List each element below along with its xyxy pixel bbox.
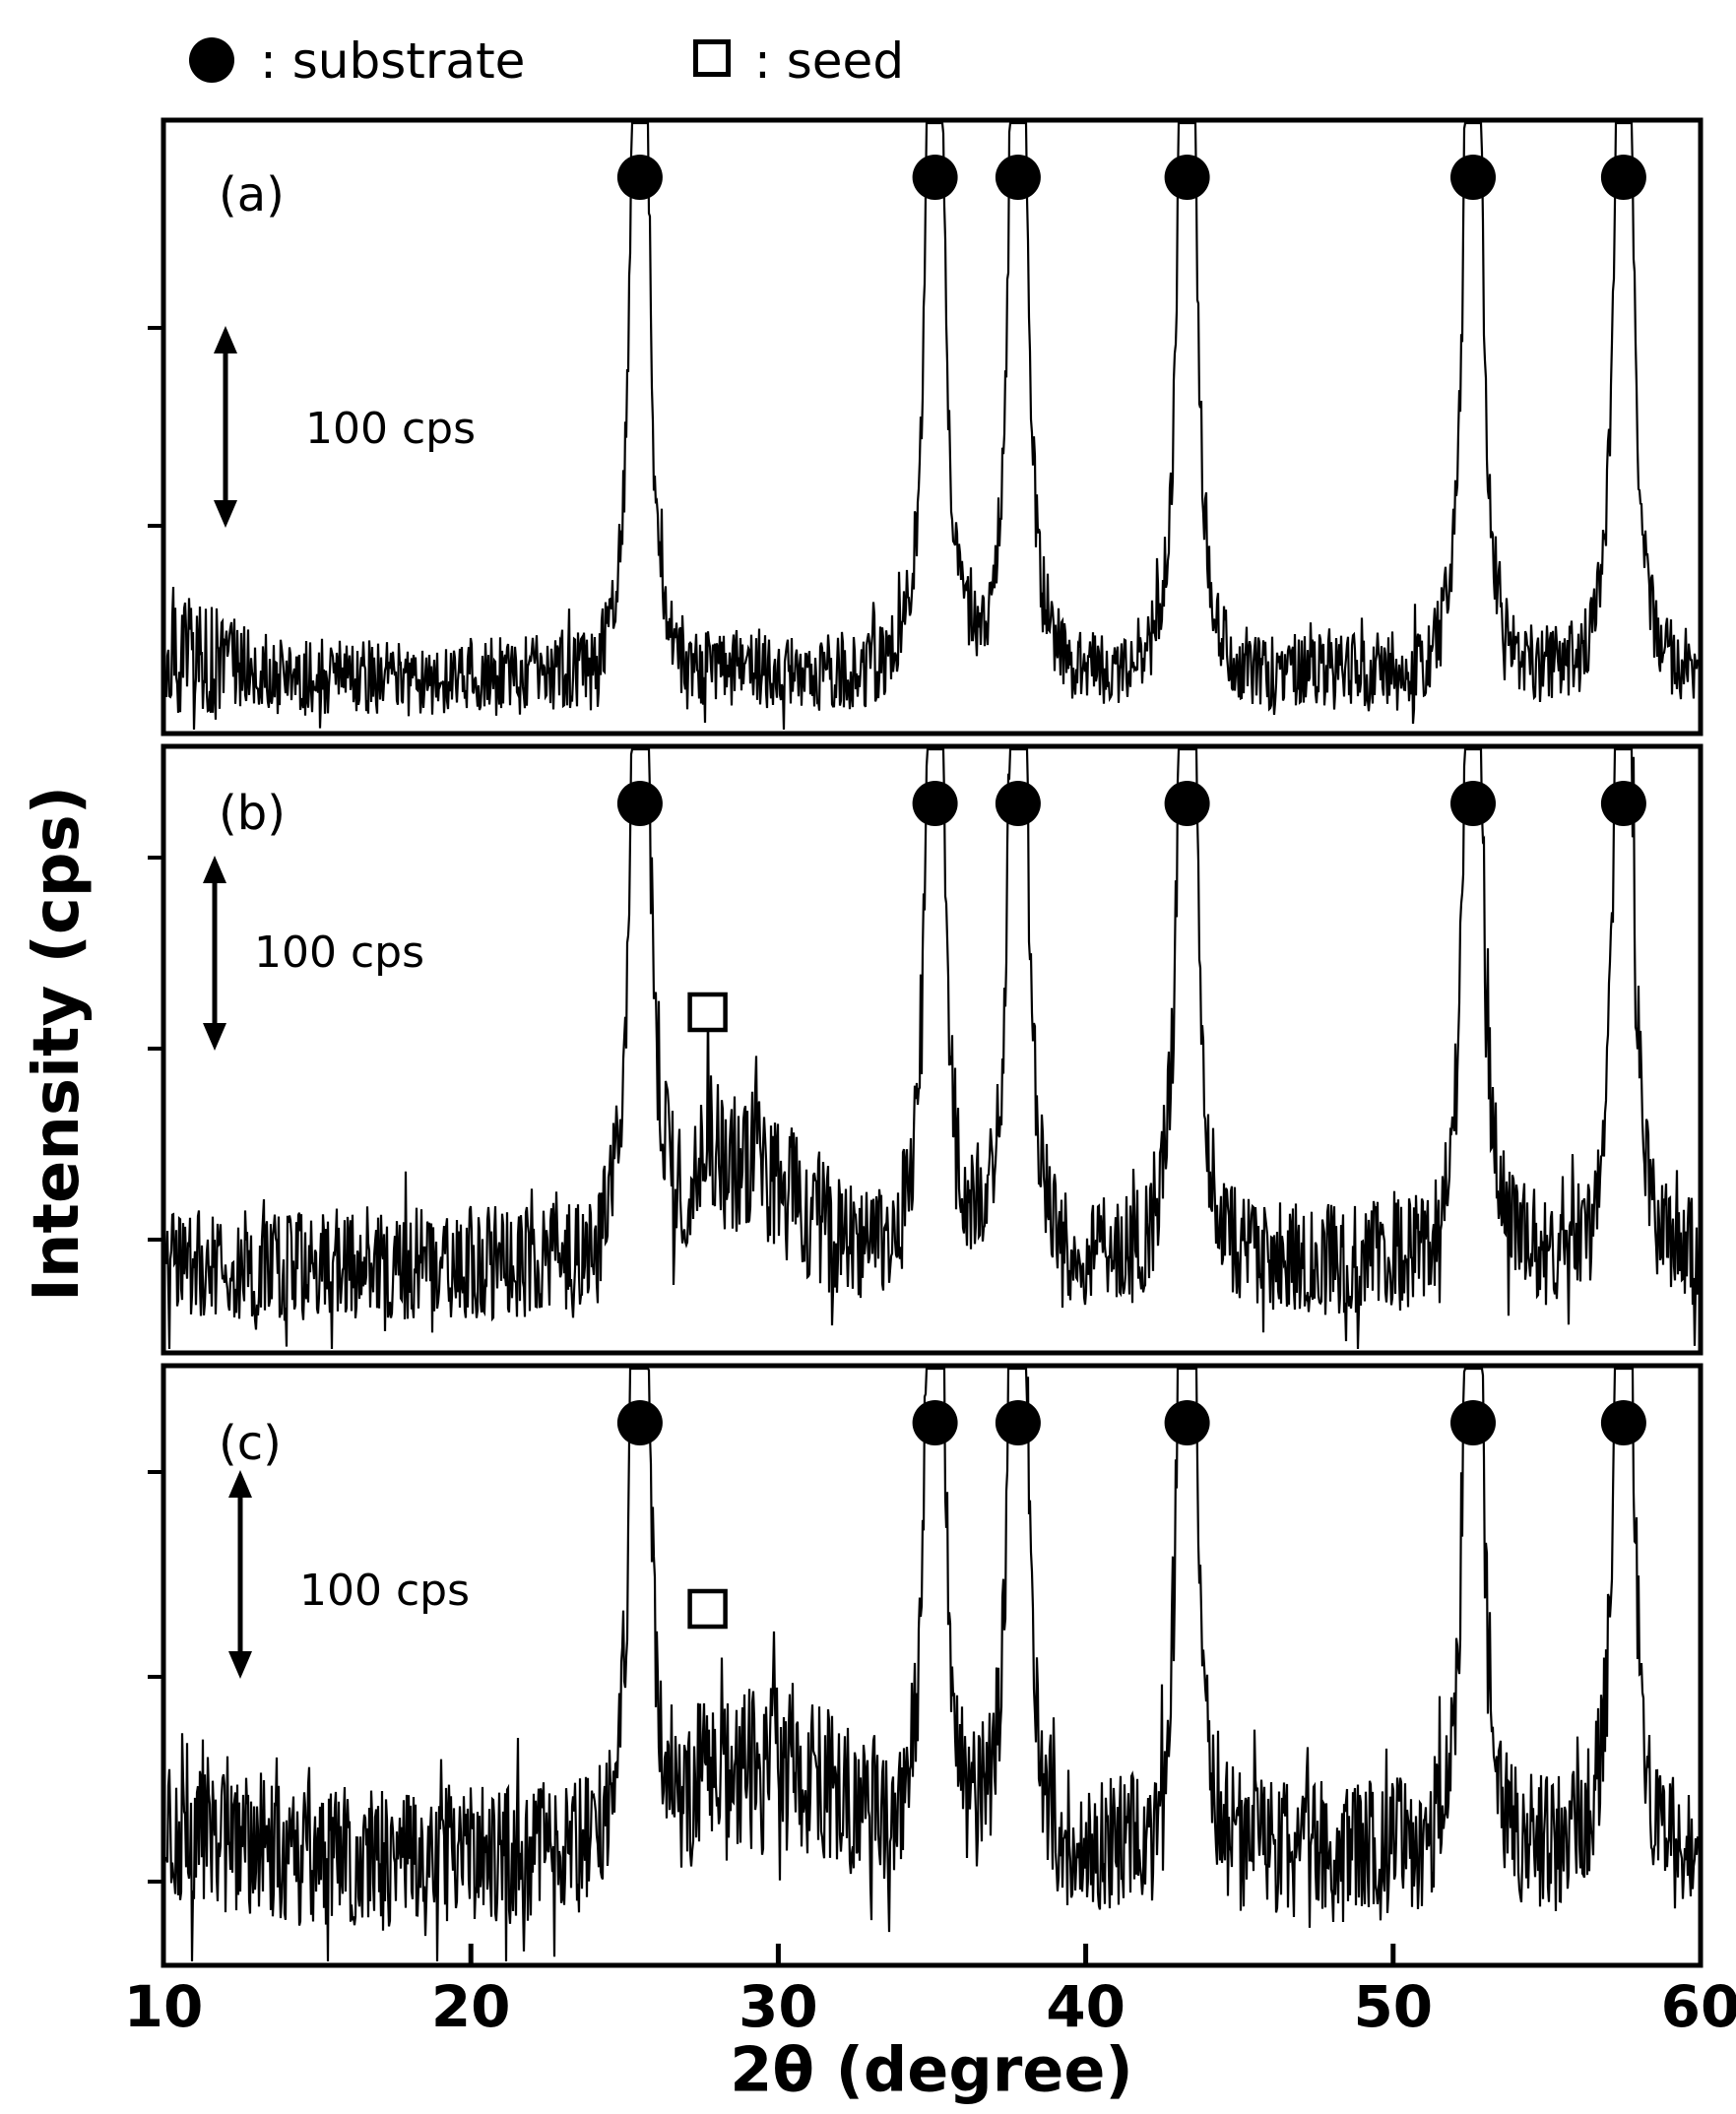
- legend-substrate-label: : substrate: [260, 32, 526, 90]
- seed-peak-marker: [687, 992, 728, 1033]
- xrd-trace-panel-b: [164, 747, 1700, 1350]
- substrate-peak-marker: [1164, 1400, 1210, 1445]
- scalebar-arrowhead-up-icon: [214, 326, 237, 353]
- x-tick-label: 40: [1046, 1973, 1125, 2040]
- panel-b-label: (b): [219, 786, 286, 841]
- substrate-peak-marker: [912, 1400, 958, 1445]
- seed-peak-marker: [687, 1588, 728, 1630]
- substrate-peak-marker: [912, 155, 958, 200]
- x-tick-label: 50: [1353, 1973, 1433, 2040]
- panel-border-a: [161, 117, 1704, 737]
- x-tick-label: 60: [1661, 1973, 1736, 2040]
- xrd-trace-panel-c: [164, 1367, 1700, 1962]
- substrate-peak-marker: [1450, 1400, 1496, 1445]
- legend-seed-label: : seed: [754, 32, 905, 90]
- substrate-peak-marker: [995, 155, 1041, 200]
- panel-border-c: [161, 1363, 1704, 1968]
- substrate-peak-marker: [912, 781, 958, 826]
- substrate-peak-marker: [616, 155, 663, 200]
- x-tick-label: 10: [124, 1973, 204, 2040]
- y-axis-title: Intensity (cps): [21, 786, 94, 1302]
- scalebar-arrowhead-down-icon: [203, 1023, 226, 1051]
- substrate-peak-marker: [616, 1400, 663, 1445]
- substrate-peak-marker: [1164, 781, 1210, 826]
- scalebar-arrowhead-up-icon: [228, 1470, 252, 1498]
- panel-a-scalebar-label: 100 cps: [305, 404, 477, 454]
- substrate-peak-marker: [1600, 155, 1646, 200]
- scalebar-arrowhead-down-icon: [214, 500, 237, 528]
- substrate-peak-marker: [995, 1400, 1041, 1445]
- panel-b-scalebar-label: 100 cps: [254, 928, 425, 978]
- substrate-peak-marker: [616, 781, 663, 826]
- substrate-peak-marker: [1600, 781, 1646, 826]
- substrate-peak-marker: [1450, 781, 1496, 826]
- seed-marker-icon: [693, 39, 731, 77]
- x-tick-label: 30: [739, 1973, 818, 2040]
- scalebar-arrowhead-up-icon: [203, 856, 226, 883]
- xrd-trace-panel-a: [164, 121, 1700, 731]
- substrate-peak-marker: [1600, 1400, 1646, 1445]
- scalebar-arrowhead-down-icon: [228, 1651, 252, 1679]
- panel-c-label: (c): [219, 1416, 282, 1471]
- substrate-peak-marker: [995, 781, 1041, 826]
- x-tick-label: 20: [431, 1973, 511, 2040]
- x-axis-title: 2θ (degree): [730, 2033, 1133, 2106]
- panel-c-scalebar-label: 100 cps: [299, 1566, 471, 1616]
- panel-a-label: (a): [219, 167, 285, 223]
- substrate-marker-icon: [189, 37, 234, 83]
- substrate-peak-marker: [1164, 155, 1210, 200]
- substrate-peak-marker: [1450, 155, 1496, 200]
